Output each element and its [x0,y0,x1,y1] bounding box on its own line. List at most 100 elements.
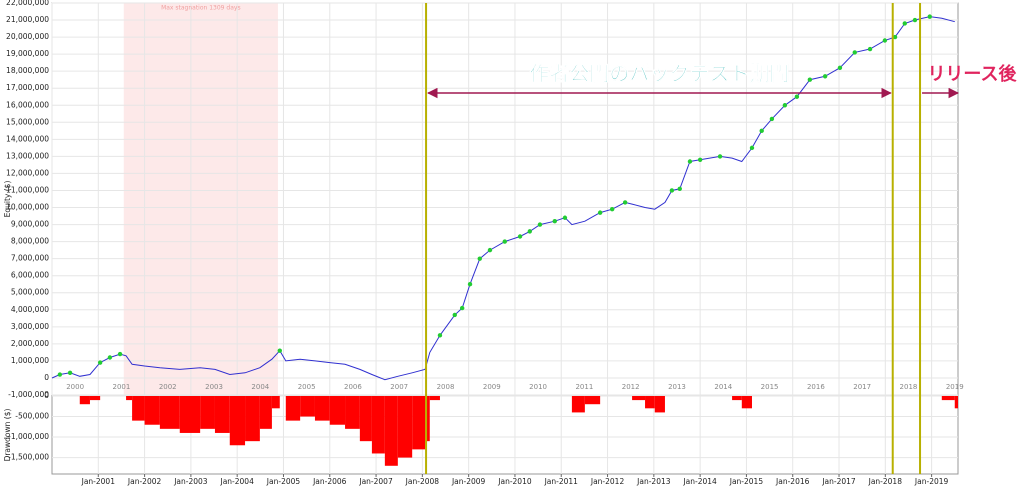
new-high-marker [749,145,755,151]
drawdown-bar [271,396,280,409]
x-tick-label: 2004 [251,383,269,391]
x-tick-label: Jan-2013 [636,477,671,486]
annotation: リリース後 [927,63,1017,85]
x-tick-label: 2013 [668,383,686,391]
new-high-marker [57,372,63,377]
drawdown-bar [397,396,413,458]
drawdown-bar [384,396,398,466]
new-high-marker [837,65,843,70]
new-high-marker [769,116,775,122]
x-tick-label: 2018 [900,383,918,391]
drawdown-bar [200,396,215,429]
new-high-marker [502,239,507,244]
new-high-marker [669,188,675,193]
x-tick-label: 2010 [529,383,547,391]
new-high-marker [452,312,457,318]
x-tick-label: 2007 [390,383,408,391]
x-tick-label: Jan-2018 [868,477,903,486]
y-tick-label: 19,000,000 [6,49,49,58]
y-tick-label: 8,000,000 [11,237,49,246]
x-tick-label: Jan-2011 [544,477,579,486]
drawdown-bar [179,396,201,433]
drawdown-bar [954,396,958,409]
y-tick-label: 6,000,000 [11,271,49,280]
x-tick-label: Jan-2005 [266,477,301,486]
y-tick-label: 7,000,000 [11,254,49,263]
new-high-marker [277,348,282,353]
new-high-marker [107,355,113,360]
drawdown-bar [229,396,246,446]
drawdown-bar [214,396,230,433]
drawdown-bar [126,396,133,401]
y-tick-label: 13,000,000 [6,151,49,160]
y-tick-label: -500,000 [15,412,49,421]
new-high-marker [794,94,800,99]
new-high-marker [697,157,703,162]
y-tick-label: 11,000,000 [6,185,49,194]
new-high-marker [467,282,473,287]
y-tick-label: 9,000,000 [11,220,49,229]
x-tick-label: 2017 [853,383,871,391]
y-axis-label: Drawdown ($) [3,409,12,462]
x-tick-label: 2008 [437,383,455,391]
drawdown-bar [645,396,655,409]
new-high-marker [902,21,907,26]
new-high-marker [687,159,693,164]
new-high-marker [677,186,682,191]
drawdown-bar [144,396,160,425]
drawdown-bar [314,396,330,421]
y-tick-label: -1,000,000 [8,390,49,399]
x-tick-label: 2000 [66,383,84,391]
drawdown-bar [132,396,145,421]
drawdown-bar [359,396,372,442]
new-high-marker [562,215,568,220]
y-tick-label: 3,000,000 [11,322,49,331]
new-high-marker [527,229,532,234]
new-high-marker [487,247,493,253]
shaded-region [123,3,278,395]
drawdown-bar [329,396,346,425]
x-tick-label: Jan-2008 [405,477,440,486]
new-high-marker [882,38,888,43]
x-tick-label: Jan-2007 [358,477,393,486]
x-tick-label: 2015 [761,383,779,391]
drawdown-bar [259,396,272,429]
drawdown-bar [371,396,385,454]
new-high-marker [782,103,788,108]
y-tick-label: 5,000,000 [11,288,49,297]
y-tick-label: 16,000,000 [6,100,49,109]
new-high-marker [807,77,813,82]
x-tick-label: Jan-2003 [173,477,208,486]
x-tick-label: Jan-2012 [590,477,625,486]
drawdown-bar [159,396,180,429]
new-high-marker [537,222,543,227]
drawdown-bar [412,396,426,450]
new-high-marker [717,154,723,159]
y-tick-label: 1,000,000 [11,356,49,365]
drawdown-bar [571,396,585,413]
new-high-marker [852,50,857,55]
y-tick-label: 15,000,000 [6,117,49,126]
x-tick-label: Jan-2001 [81,477,116,486]
x-tick-label: Jan-2017 [821,477,856,486]
y-tick-label: 0 [44,373,49,382]
new-high-marker [609,207,615,212]
y-tick-label: 20,000,000 [6,32,49,41]
x-tick-label: Jan-2002 [127,477,162,486]
y-tick-label: 17,000,000 [6,83,49,92]
new-high-marker [117,351,123,357]
y-tick-label: -1,000,000 [8,432,49,441]
x-tick-label: 2011 [575,383,593,391]
new-high-marker [892,34,898,40]
x-tick-label: 2012 [622,383,640,391]
x-tick-label: 2001 [113,383,131,391]
x-tick-label: 2016 [807,383,825,391]
new-high-marker [517,234,523,239]
x-tick-label: Jan-2004 [220,477,255,486]
new-high-marker [867,46,873,52]
drawdown-bar [741,396,752,409]
annotation: Max stagnation 1309 days [161,5,241,12]
y-axis-label: Equity ($) [3,181,12,218]
drawdown-bar [654,396,665,413]
new-high-marker [927,14,932,19]
